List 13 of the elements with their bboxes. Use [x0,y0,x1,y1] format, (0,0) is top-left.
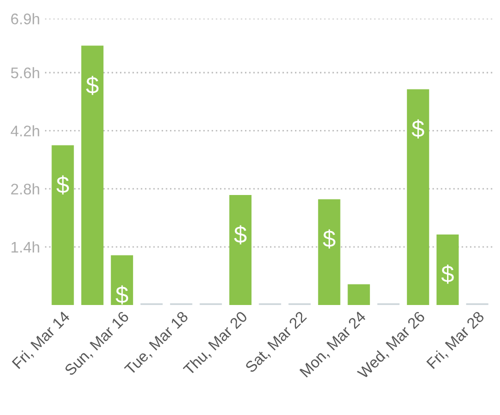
y-tick-label: 1.4h [12,241,40,252]
y-tick-label: 6.9h [11,13,40,24]
data-label: $ [116,285,128,305]
data-label: $ [86,76,99,95]
data-label: $ [441,264,454,284]
y-tick-label: 2.8h [11,183,40,195]
x-tick-label: Fri, Mar 28 [426,310,486,370]
data-label: $ [234,225,247,244]
data-label: $ [412,119,424,139]
data-label: $ [56,175,69,195]
y-tick-label: 4.2h [10,125,40,136]
y-tick-label: 5.6h [11,67,40,78]
data-label: $ [322,229,336,249]
